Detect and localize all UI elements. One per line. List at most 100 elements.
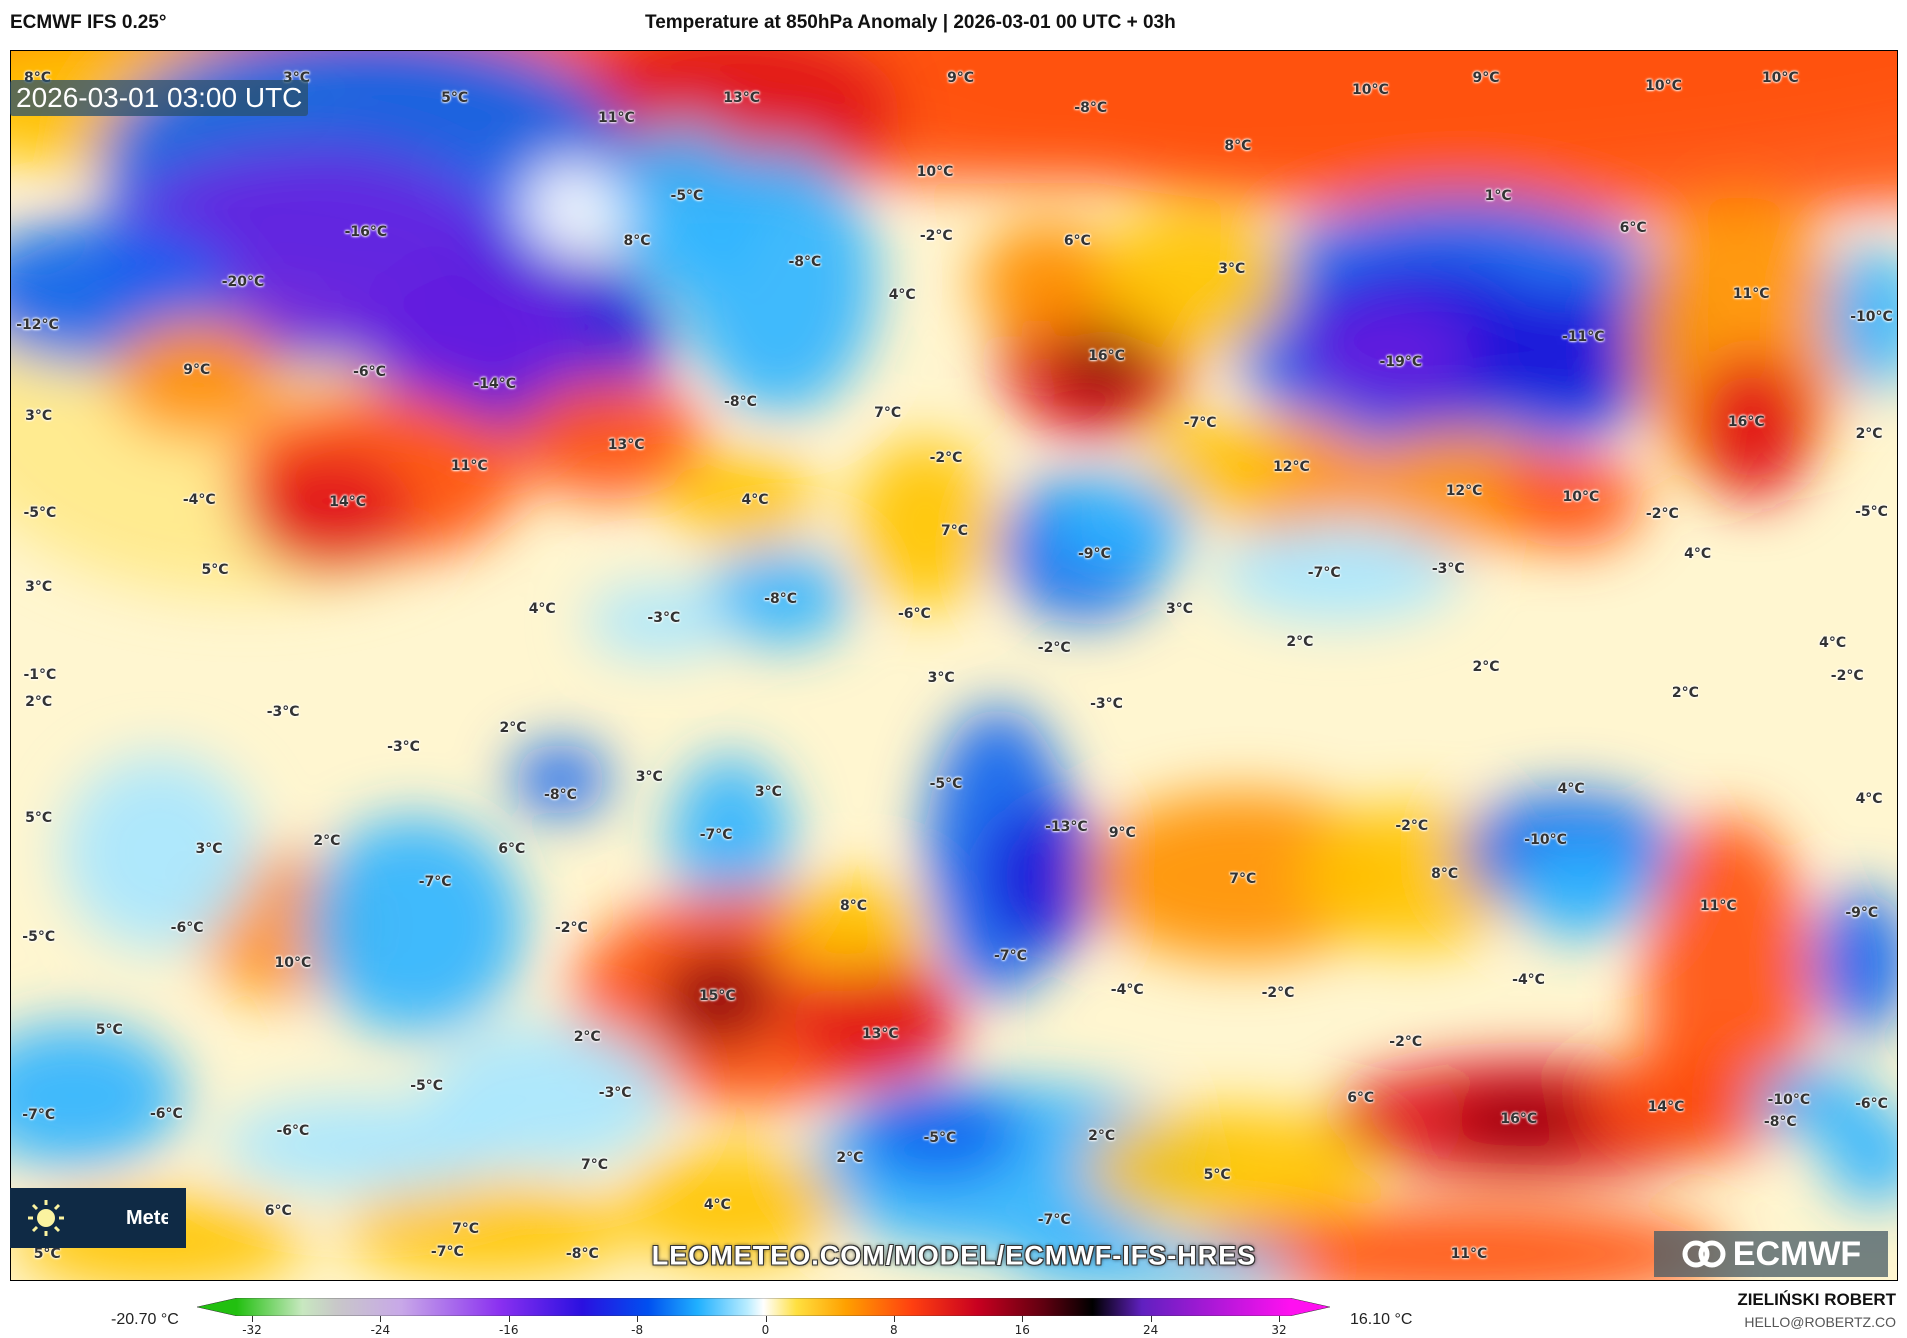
temperature-label: -9°C <box>1845 905 1879 922</box>
temperature-label: -2°C <box>1830 667 1864 684</box>
anomaly-region <box>682 146 877 415</box>
temperature-label: 4°C <box>1855 790 1883 807</box>
temperature-label: 8°C <box>623 232 651 249</box>
temperature-label: 14°C <box>1647 1098 1685 1115</box>
colorbar-tick-label: 0 <box>761 1323 770 1337</box>
temperature-label: 2°C <box>1088 1127 1116 1144</box>
temperature-label: 13°C <box>723 90 761 107</box>
temperature-label: 3°C <box>1218 260 1246 277</box>
temperature-label: 3°C <box>25 579 53 596</box>
colorbar-tick <box>765 1316 767 1322</box>
anomaly-region <box>1509 840 1656 938</box>
temperature-label: -12°C <box>16 316 59 333</box>
anomaly-region <box>219 1095 512 1193</box>
temperature-label: 6°C <box>498 840 526 857</box>
temperature-label: -14°C <box>473 376 517 393</box>
temperature-label: 13°C <box>607 436 645 453</box>
colorbar-tick-label: -24 <box>370 1323 391 1337</box>
temperature-label: -2°C <box>1261 985 1295 1002</box>
anomaly-region <box>669 450 816 549</box>
anomaly-region <box>1095 207 1291 354</box>
temperature-label: -1°C <box>23 666 57 683</box>
temperature-label: 6°C <box>264 1203 292 1220</box>
temperature-label: -4°C <box>1110 981 1144 998</box>
valid-time-badge: 2026-03-01 03:00 UTC <box>10 80 309 116</box>
temperature-label: -6°C <box>1855 1096 1888 1113</box>
author-email: HELLO@ROBERTZ.CO <box>1744 1314 1896 1330</box>
colorbar-tick <box>637 1316 639 1322</box>
temperature-label: -13°C <box>1045 818 1088 835</box>
temperature-label: -5°C <box>1855 503 1888 520</box>
temperature-label: 16°C <box>1500 1110 1538 1127</box>
temperature-label: 8°C <box>1431 866 1459 883</box>
temperature-label: -5°C <box>670 187 704 204</box>
temperature-label: -7°C <box>1307 564 1341 581</box>
temperature-label: 10°C <box>1645 78 1682 95</box>
leometeo-logo[interactable]: Meteo <box>10 1188 186 1248</box>
anomaly-region <box>1496 450 1643 549</box>
temperature-label: 16°C <box>1727 413 1765 430</box>
temperature-label: 2°C <box>1855 425 1883 442</box>
temperature-label: 2°C <box>499 720 527 737</box>
colorbar-tick <box>380 1316 382 1322</box>
temperature-label: 11°C <box>1699 897 1737 914</box>
temperature-label: 4°C <box>528 601 556 618</box>
temperature-label: 10°C <box>916 164 954 181</box>
anomaly-region <box>511 742 610 816</box>
temperature-label: 5°C <box>33 1245 61 1262</box>
anomaly-region <box>1046 475 1193 573</box>
temperature-label: 9°C <box>947 69 975 86</box>
temperature-label: 2°C <box>25 693 53 710</box>
temperature-label: 7°C <box>580 1156 609 1173</box>
temperature-label: 9°C <box>1472 69 1500 86</box>
colorbar-tick <box>252 1316 253 1322</box>
temperature-label: -6°C <box>897 605 931 622</box>
temperature-label: 5°C <box>441 90 469 107</box>
temperature-label: 15°C <box>698 987 736 1004</box>
temperature-label: 7°C <box>940 523 969 540</box>
anomaly-region <box>657 949 780 1047</box>
temperature-label: -3°C <box>647 609 681 626</box>
anomaly-region <box>1825 1107 1897 1206</box>
temperature-label: 5°C <box>95 1021 123 1038</box>
anomaly-region <box>973 219 1120 342</box>
temperature-label: 9°C <box>183 361 211 378</box>
anomaly-region <box>1217 523 1461 622</box>
anomaly-region <box>11 1022 184 1169</box>
temperature-label: 4°C <box>1819 635 1847 652</box>
colorbar-tick <box>1279 1316 1280 1322</box>
temperature-label: -7°C <box>994 947 1027 964</box>
colorbar-tick-label: -32 <box>242 1323 262 1337</box>
anomaly-region <box>305 815 524 1035</box>
temperature-label: 3°C <box>635 768 663 785</box>
anomaly-region <box>1825 244 1897 391</box>
anomaly-region <box>791 961 962 1084</box>
temperature-label: -5°C <box>22 929 56 946</box>
colorbar-tick-label: 24 <box>1142 1323 1159 1337</box>
temperature-label: 5°C <box>1203 1166 1231 1183</box>
temperature-label: -10°C <box>1524 832 1567 849</box>
temperature-label: 2°C <box>1286 633 1314 650</box>
temperature-label: -5°C <box>410 1077 444 1094</box>
temperature-label: -3°C <box>1090 695 1123 712</box>
temperature-label: 4°C <box>888 287 916 304</box>
temperature-label: -10°C <box>1767 1092 1811 1109</box>
source-watermark: LEOMETEO.COM/MODEL/ECMWF-IFS-HRES <box>651 1240 1257 1271</box>
temperature-label: 14°C <box>329 494 366 511</box>
temperature-label: -11°C <box>1561 328 1605 345</box>
colorbar <box>197 1298 1330 1316</box>
temperature-label: 9°C <box>1108 824 1136 841</box>
anomaly-region <box>852 438 999 610</box>
temperature-label: 11°C <box>450 457 488 474</box>
anomaly-region <box>1083 791 1400 962</box>
anomaly-region <box>1448 1089 1595 1151</box>
temperature-label: -5°C <box>929 776 963 793</box>
temperature-label: -6°C <box>353 363 386 380</box>
temperature-label: 7°C <box>1229 871 1257 888</box>
temperature-label: 11°C <box>598 109 635 126</box>
temperature-label: -10°C <box>1850 309 1893 326</box>
temperature-label: 10°C <box>1352 81 1389 98</box>
ecmwf-logo: ECMWF <box>1654 1231 1888 1277</box>
temperature-label: 2°C <box>573 1029 601 1046</box>
temperature-anomaly-map[interactable]: 8°C 3°C 5°C 11°C 13°C 9°C -8°C 10°C 9°C 10°C 10°C 8… <box>10 50 1898 1281</box>
